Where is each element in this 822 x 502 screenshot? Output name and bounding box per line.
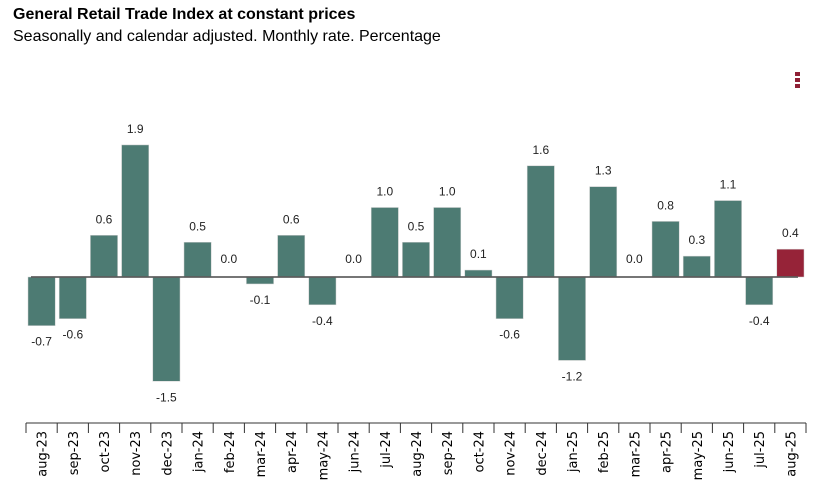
value-label: -0.7 [31, 335, 52, 349]
value-label: 0.6 [283, 212, 300, 226]
x-tick-label: dec-23 [160, 431, 175, 476]
value-label: -0.1 [250, 293, 271, 307]
bar-jul-25[interactable] [745, 276, 774, 306]
x-tick-label: oct-23 [98, 431, 113, 472]
x-tick-label: jan-24 [192, 431, 207, 473]
value-label: 1.3 [595, 164, 612, 178]
bar-jul-24[interactable] [370, 207, 399, 278]
value-label: 0.0 [626, 252, 643, 266]
bar-jun-25[interactable] [714, 200, 742, 278]
x-tick-label: jun-24 [348, 431, 363, 473]
x-tick-label: jun-25 [722, 431, 737, 473]
value-label: 0.8 [657, 198, 674, 212]
bar-dec-24[interactable] [526, 165, 555, 278]
bar-aug-24[interactable] [402, 242, 430, 278]
bar-jan-24[interactable] [183, 242, 212, 278]
x-tick-label: nov-24 [504, 431, 519, 476]
chart-subtitle: Seasonally and calendar adjusted. Monthl… [13, 28, 441, 45]
bar-feb-25[interactable] [589, 186, 618, 278]
bar-sep-24[interactable] [433, 207, 462, 278]
bar-nov-23[interactable] [121, 144, 150, 278]
x-tick-label: apr-24 [285, 431, 300, 473]
x-tick-label: sep-24 [441, 431, 456, 475]
value-label: 0.0 [345, 252, 362, 266]
value-label: 0.3 [688, 233, 705, 247]
x-tick-label: may-25 [691, 431, 706, 480]
x-tick-label: oct-24 [472, 431, 487, 472]
value-label: 0.6 [96, 212, 113, 226]
bar-may-24[interactable] [308, 276, 337, 306]
bar-may-25[interactable] [682, 255, 711, 278]
x-tick-label: aug-25 [784, 431, 799, 477]
value-label: 1.0 [376, 185, 393, 199]
value-label: -0.6 [499, 328, 520, 342]
menu-dot [795, 78, 800, 82]
vertical-ellipsis-icon[interactable] [795, 72, 801, 90]
x-tick-label: aug-24 [410, 431, 425, 477]
menu-dot [795, 72, 800, 76]
bar-aug-23[interactable] [27, 276, 56, 326]
x-tick-label: sep-23 [67, 431, 82, 475]
x-tick-label: jul-25 [753, 431, 768, 469]
x-tick-label: jan-25 [566, 431, 581, 473]
bar-oct-24[interactable] [464, 269, 493, 278]
menu-dot [795, 84, 800, 88]
bar-jan-25[interactable] [558, 276, 586, 361]
value-label: 1.9 [127, 122, 144, 136]
x-tick-label: mar-25 [628, 431, 643, 477]
x-axis: aug-23 sep-23 oct-23 nov-23 dec-23 jan-24 feb-… [25, 422, 807, 480]
value-label: 0.5 [189, 219, 206, 233]
bar-apr-24[interactable] [277, 235, 306, 278]
value-label: 1.1 [720, 178, 737, 192]
bar-sep-23[interactable] [58, 276, 87, 319]
value-label: -1.5 [156, 390, 177, 404]
value-label: 0.5 [408, 219, 425, 233]
value-labels-group: -0.7 -0.6 0.6 1.9 -1.5 0.5 0.0 -0.1 0.6 -0.4 0.0 1.… [31, 122, 799, 404]
x-tick-label: feb-24 [223, 431, 238, 473]
bar-dec-23[interactable] [152, 276, 181, 382]
value-label: 1.0 [439, 185, 456, 199]
x-tick-label: mar-24 [254, 431, 269, 477]
value-label: 0.1 [470, 247, 487, 261]
bars-group [27, 144, 805, 382]
bar-aug-25[interactable] [776, 248, 805, 278]
x-tick-label: may-24 [316, 431, 331, 480]
value-label: 0.0 [220, 252, 237, 266]
value-label: 0.4 [782, 226, 799, 240]
chart-title: General Retail Trade Index at constant p… [13, 6, 356, 23]
value-label: -1.2 [562, 369, 583, 383]
value-label: -0.4 [749, 314, 770, 328]
x-tick-label: aug-23 [36, 431, 51, 477]
bar-apr-25[interactable] [651, 221, 680, 278]
bar-oct-23[interactable] [90, 235, 118, 278]
x-tick-label: apr-25 [660, 431, 675, 473]
bar-nov-24[interactable] [495, 276, 524, 319]
x-tick-label: dec-24 [535, 431, 550, 476]
bar-mar-24[interactable] [246, 276, 274, 285]
value-label: -0.4 [312, 314, 333, 328]
x-tick-label: jul-24 [379, 431, 394, 469]
value-label: 1.6 [532, 143, 549, 157]
x-tick-label: nov-23 [129, 431, 144, 476]
value-label: -0.6 [62, 328, 83, 342]
x-tick-label: feb-25 [597, 431, 612, 473]
